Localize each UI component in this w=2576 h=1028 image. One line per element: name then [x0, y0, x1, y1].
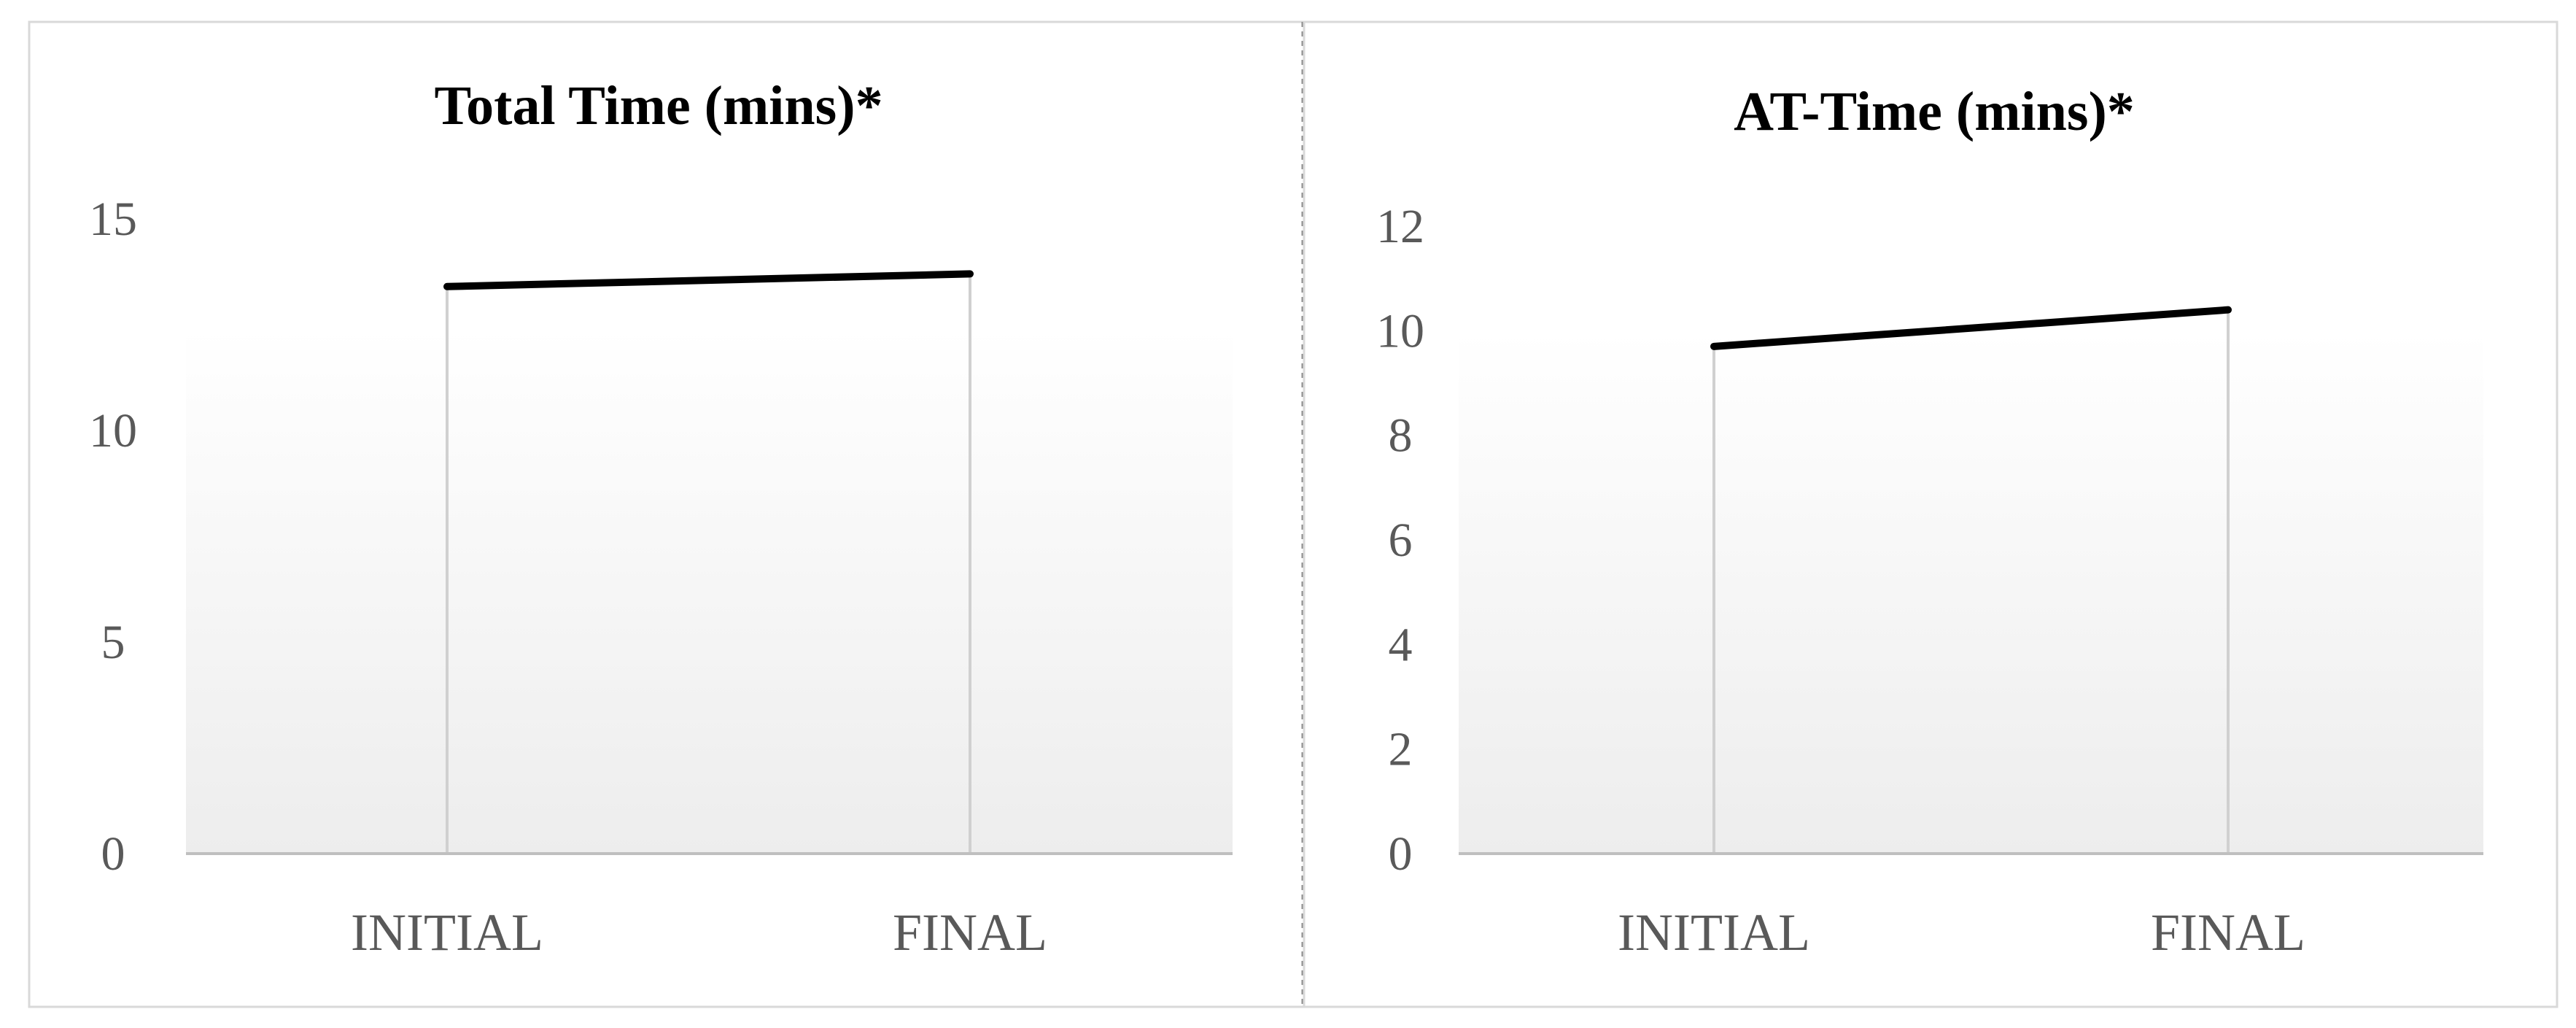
y-tick-label: 12: [1376, 200, 1424, 253]
drop-lines: [446, 274, 971, 854]
chart-panel-total-time: Total Time (mins)* 0 5 10 15 INITIAL FINAL: [28, 20, 1306, 1008]
series-line-group: [1710, 306, 2232, 350]
y-tick-label: 0: [101, 827, 125, 881]
panel-border: [1303, 20, 2558, 1008]
y-axis-ticks: 0 2 4 6 8 10 12: [1376, 200, 1424, 881]
x-tick-label: FINAL: [893, 903, 1047, 962]
plot-area: [1459, 332, 2483, 854]
x-tick-label: INITIAL: [351, 903, 543, 962]
y-tick-label: 4: [1389, 618, 1413, 671]
series-line: [1710, 306, 2232, 350]
y-tick-label: 6: [1389, 514, 1413, 567]
y-tick-label: 10: [89, 404, 137, 457]
series-line: [443, 270, 974, 290]
x-tick-label: INITIAL: [1618, 903, 1810, 962]
x-tick-label: FINAL: [2151, 903, 2305, 962]
y-tick-label: 10: [1376, 304, 1424, 358]
chart-panel-at-time: AT-Time (mins)* 0 2 4 6 8 10 12 INITIAL FINAL: [1303, 20, 2558, 1008]
drop-lines: [1712, 309, 2230, 854]
chart-title: AT-Time (mins)*: [1734, 81, 2135, 142]
y-tick-label: 15: [89, 193, 137, 246]
chart-title: Total Time (mins)*: [434, 75, 882, 136]
y-tick-label: 5: [101, 616, 125, 669]
y-axis-ticks: 0 5 10 15: [89, 193, 137, 881]
y-tick-label: 8: [1389, 409, 1413, 463]
series-line-group: [443, 270, 974, 290]
y-tick-label: 0: [1389, 827, 1413, 881]
plot-area: [186, 328, 1233, 854]
y-tick-label: 2: [1389, 723, 1413, 776]
